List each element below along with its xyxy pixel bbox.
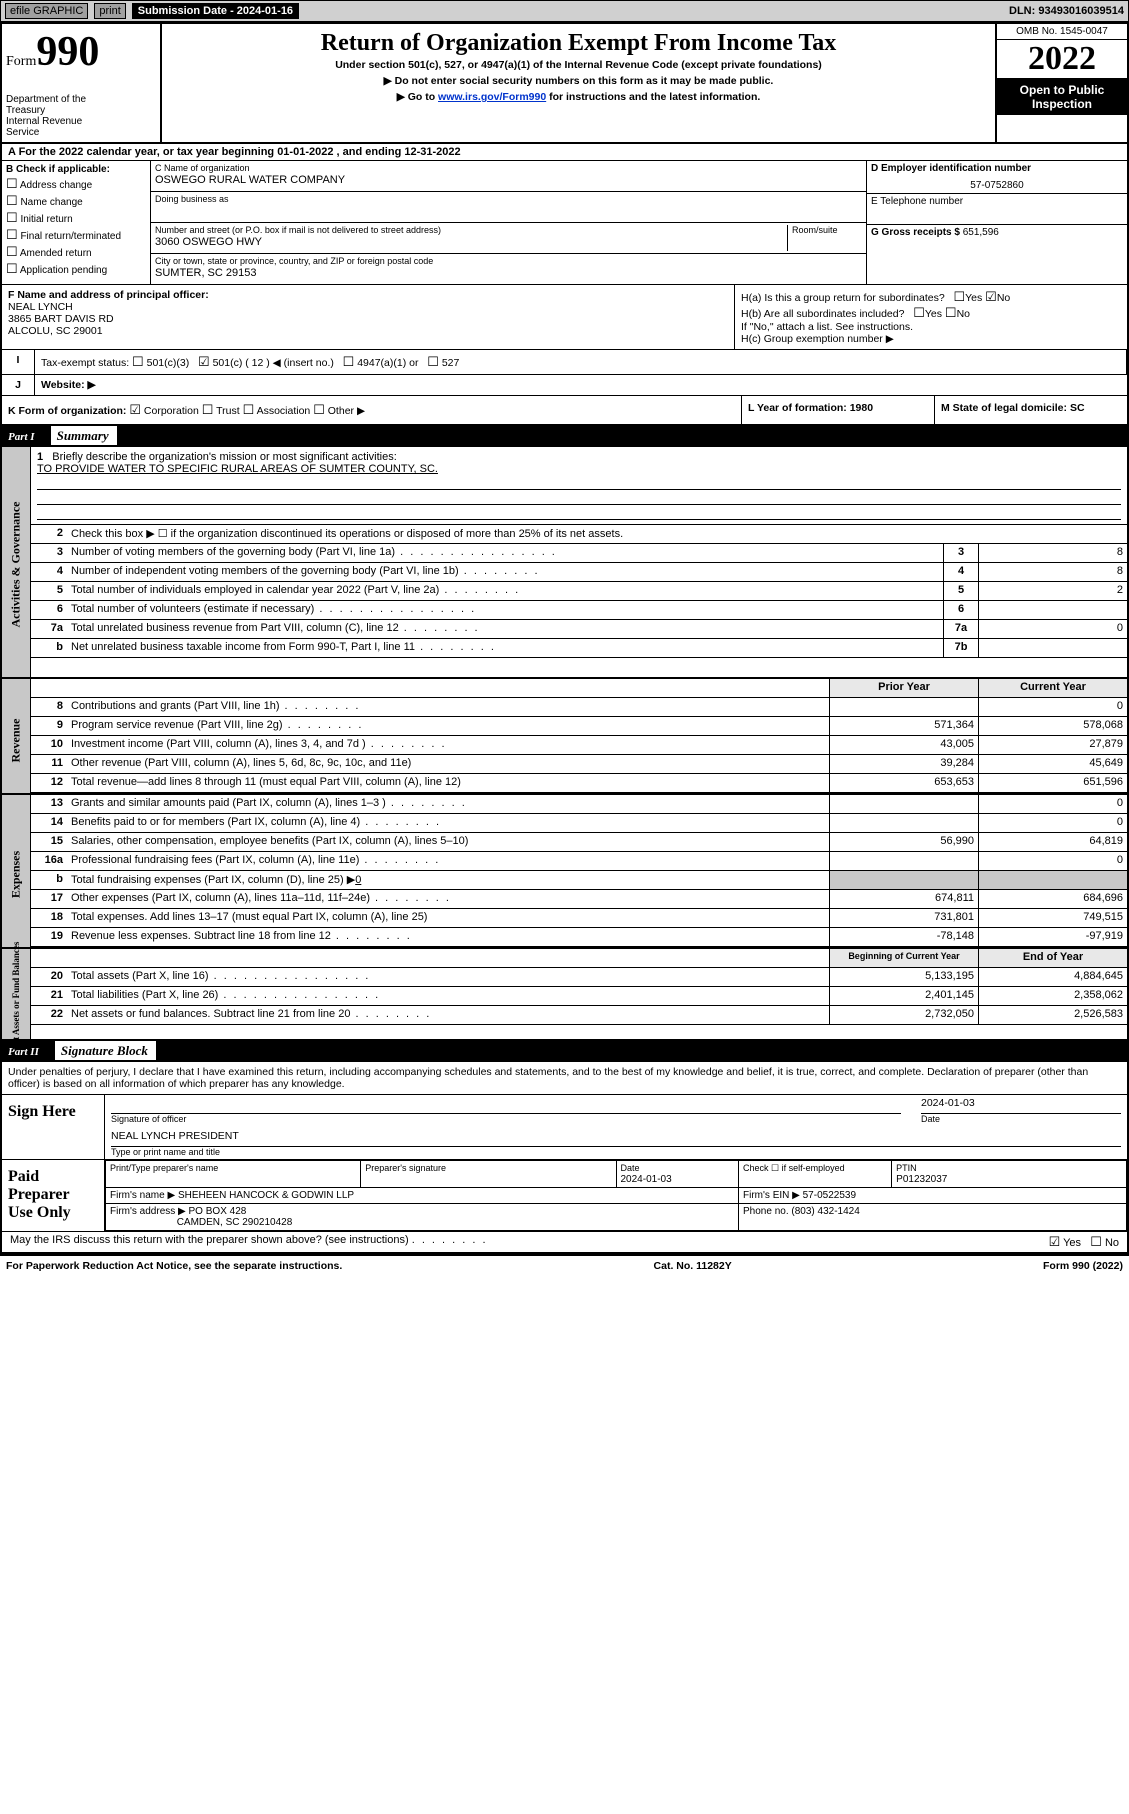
mission-text: TO PROVIDE WATER TO SPECIFIC RURAL AREAS…	[37, 463, 438, 475]
line-21: 21Total liabilities (Part X, line 26)2,4…	[31, 987, 1127, 1006]
section-expenses: Expenses 13Grants and similar amounts pa…	[2, 795, 1127, 949]
chk-address[interactable]: Address change	[6, 176, 146, 192]
ein: 57-0752860	[871, 180, 1123, 191]
omb-number: OMB No. 1545-0047	[997, 24, 1127, 40]
irs-link[interactable]: www.irs.gov/Form990	[438, 91, 546, 103]
print-button[interactable]: print	[94, 3, 125, 19]
header-right: OMB No. 1545-0047 2022 Open to Public In…	[995, 24, 1127, 142]
principal-officer: F Name and address of principal officer:…	[2, 285, 735, 349]
line-15: 15Salaries, other compensation, employee…	[31, 833, 1127, 852]
line-6: 6Total number of volunteers (estimate if…	[31, 601, 1127, 620]
form-title: Return of Organization Exempt From Incom…	[168, 30, 989, 57]
form-number: 990	[36, 29, 99, 75]
line-10: 10Investment income (Part VIII, column (…	[31, 736, 1127, 755]
group-return: H(a) Is this a group return for subordin…	[735, 285, 1127, 349]
form-header: Form990 Department of theTreasuryInterna…	[2, 24, 1127, 144]
footer-left: For Paperwork Reduction Act Notice, see …	[6, 1260, 342, 1272]
preparer-table: Print/Type preparer's name Preparer's si…	[105, 1160, 1127, 1231]
line-3: 3Number of voting members of the governi…	[31, 544, 1127, 563]
subtitle-2: ▶ Do not enter social security numbers o…	[168, 75, 989, 87]
line-20: 20Total assets (Part X, line 16)5,133,19…	[31, 968, 1127, 987]
line-18: 18Total expenses. Add lines 13–17 (must …	[31, 909, 1127, 928]
line-5: 5Total number of individuals employed in…	[31, 582, 1127, 601]
efile-label: efile GRAPHIC	[5, 3, 88, 19]
line-19: 19Revenue less expenses. Subtract line 1…	[31, 928, 1127, 947]
col-de: D Employer identification number 57-0752…	[867, 161, 1127, 284]
row-j: J Website: ▶	[2, 375, 1127, 396]
chk-amended[interactable]: Amended return	[6, 244, 146, 260]
line-22: 22Net assets or fund balances. Subtract …	[31, 1006, 1127, 1025]
sig-declaration: Under penalties of perjury, I declare th…	[2, 1062, 1127, 1095]
line-11: 11Other revenue (Part VIII, column (A), …	[31, 755, 1127, 774]
line-13: 13Grants and similar amounts paid (Part …	[31, 795, 1127, 814]
section-governance: Activities & Governance 1 Briefly descri…	[2, 447, 1127, 679]
line-9: 9Program service revenue (Part VIII, lin…	[31, 717, 1127, 736]
firm-ein: 57-0522539	[803, 1190, 856, 1201]
subtitle-1: Under section 501(c), 527, or 4947(a)(1)…	[168, 59, 989, 71]
open-public: Open to Public Inspection	[997, 79, 1127, 115]
net-header: Beginning of Current YearEnd of Year	[31, 949, 1127, 968]
paid-preparer-row: Paid Preparer Use Only Print/Type prepar…	[2, 1160, 1127, 1232]
part-1-header: Part ISummary	[2, 426, 1127, 447]
row-ij: I Tax-exempt status: 501(c)(3) 501(c) ( …	[2, 350, 1127, 375]
gross-receipts: 651,596	[963, 227, 999, 238]
line-4: 4Number of independent voting members of…	[31, 563, 1127, 582]
org-name: OSWEGO RURAL WATER COMPANY	[155, 174, 862, 186]
col-c-org: C Name of organization OSWEGO RURAL WATE…	[151, 161, 867, 284]
chk-final[interactable]: Final return/terminated	[6, 227, 146, 243]
submission-date: Submission Date - 2024-01-16	[132, 3, 299, 19]
firm-phone: (803) 432-1424	[791, 1206, 859, 1217]
sig-date: 2024-01-03	[921, 1097, 1121, 1114]
org-street: 3060 OSWEGO HWY	[155, 236, 783, 248]
col-b-checkboxes: B Check if applicable: Address change Na…	[2, 161, 151, 284]
header-middle: Return of Organization Exempt From Incom…	[162, 24, 995, 142]
ptin: P01232037	[896, 1174, 947, 1185]
footer-mid: Cat. No. 11282Y	[654, 1260, 732, 1272]
line-16b: bTotal fundraising expenses (Part IX, co…	[31, 871, 1127, 890]
line-12: 12Total revenue—add lines 8 through 11 (…	[31, 774, 1127, 793]
footer-right: Form 990 (2022)	[1043, 1260, 1123, 1272]
main-info-block: B Check if applicable: Address change Na…	[2, 161, 1127, 285]
page-footer: For Paperwork Reduction Act Notice, see …	[0, 1256, 1129, 1276]
line-14: 14Benefits paid to or for members (Part …	[31, 814, 1127, 833]
line-8: 8Contributions and grants (Part VIII, li…	[31, 698, 1127, 717]
line-7b: bNet unrelated business taxable income f…	[31, 639, 1127, 658]
subtitle-3: ▶ Go to www.irs.gov/Form990 for instruct…	[168, 91, 989, 103]
dln-label: DLN: 93493016039514	[1009, 5, 1124, 17]
chk-application[interactable]: Application pending	[6, 261, 146, 277]
form-word: Form	[6, 54, 36, 69]
officer-name: NEAL LYNCH PRESIDENT	[111, 1130, 1121, 1147]
form-990: Form990 Department of theTreasuryInterna…	[0, 22, 1129, 1256]
row-a-period: A For the 2022 calendar year, or tax yea…	[2, 144, 1127, 161]
sign-here-row: Sign Here Signature of officer 2024-01-0…	[2, 1095, 1127, 1160]
line-17: 17Other expenses (Part IX, column (A), l…	[31, 890, 1127, 909]
rev-header: Prior YearCurrent Year	[31, 679, 1127, 698]
top-toolbar: efile GRAPHIC print Submission Date - 20…	[0, 0, 1129, 22]
header-left: Form990 Department of theTreasuryInterna…	[2, 24, 162, 142]
line-1: 1 Briefly describe the organization's mi…	[31, 447, 1127, 525]
firm-name: SHEHEEN HANCOCK & GODWIN LLP	[178, 1190, 354, 1201]
org-city: SUMTER, SC 29153	[155, 267, 862, 279]
chk-name[interactable]: Name change	[6, 193, 146, 209]
discuss-row: May the IRS discuss this return with the…	[2, 1232, 1127, 1254]
signature-block: Under penalties of perjury, I declare th…	[2, 1062, 1127, 1254]
chk-initial[interactable]: Initial return	[6, 210, 146, 226]
row-fgh: F Name and address of principal officer:…	[2, 285, 1127, 350]
part-2-header: Part IISignature Block	[2, 1041, 1127, 1062]
dept-label: Department of theTreasuryInternal Revenu…	[6, 94, 156, 138]
section-net-assets: Net Assets or Fund Balances Beginning of…	[2, 949, 1127, 1041]
section-revenue: Revenue Prior YearCurrent Year 8Contribu…	[2, 679, 1127, 795]
line-16a: 16aProfessional fundraising fees (Part I…	[31, 852, 1127, 871]
tax-year: 2022	[997, 40, 1127, 79]
line-7a: 7aTotal unrelated business revenue from …	[31, 620, 1127, 639]
row-k: K Form of organization: Corporation Trus…	[2, 396, 1127, 426]
line-2: 2Check this box ▶ ☐ if the organization …	[31, 525, 1127, 544]
